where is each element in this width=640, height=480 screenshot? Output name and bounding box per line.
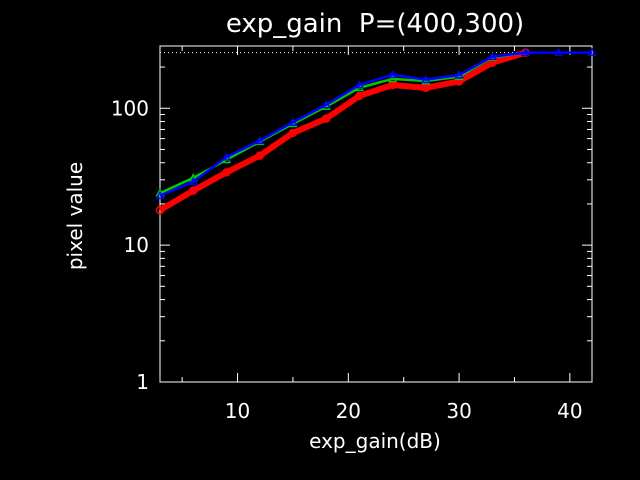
data-point	[388, 74, 398, 83]
data-point	[155, 188, 165, 197]
y-tick-label: 10	[124, 233, 149, 257]
series-line-0	[158, 49, 527, 213]
x-tick-label: 20	[336, 399, 361, 423]
plot-frame	[159, 45, 593, 383]
y-axis-label: pixel value	[63, 162, 87, 270]
data-point	[520, 47, 531, 57]
y-tick-label: 100	[111, 96, 149, 120]
data-point	[421, 74, 431, 84]
x-tick-label: 10	[225, 399, 250, 423]
data-point	[155, 190, 165, 200]
data-point	[155, 205, 165, 215]
y-tick-label: 1	[136, 370, 149, 394]
data-point	[554, 47, 564, 57]
data-point	[487, 51, 497, 61]
series-line-1	[159, 51, 526, 195]
data-point	[288, 117, 298, 126]
chart-title: exp_gain P=(400,300)	[226, 9, 524, 39]
data-point	[321, 114, 331, 123]
data-point	[354, 80, 364, 89]
data-point	[188, 186, 198, 195]
data-point	[321, 99, 331, 109]
data-point	[188, 176, 198, 186]
data-point	[355, 91, 364, 101]
data-point	[587, 47, 597, 57]
data-point	[421, 76, 431, 85]
data-point	[288, 128, 298, 138]
series-line-2	[159, 51, 592, 197]
data-point	[221, 152, 232, 161]
data-point	[454, 70, 464, 79]
plot-area: 10 20 30 40 1 10 100	[111, 45, 597, 423]
x-axis-label: exp_gain(dB)	[309, 429, 441, 453]
data-point	[222, 168, 231, 177]
data-point	[388, 69, 398, 79]
data-point	[255, 135, 265, 145]
x-tick-label: 30	[446, 399, 471, 423]
x-tick-label: 40	[557, 399, 582, 423]
data-point	[255, 151, 264, 160]
